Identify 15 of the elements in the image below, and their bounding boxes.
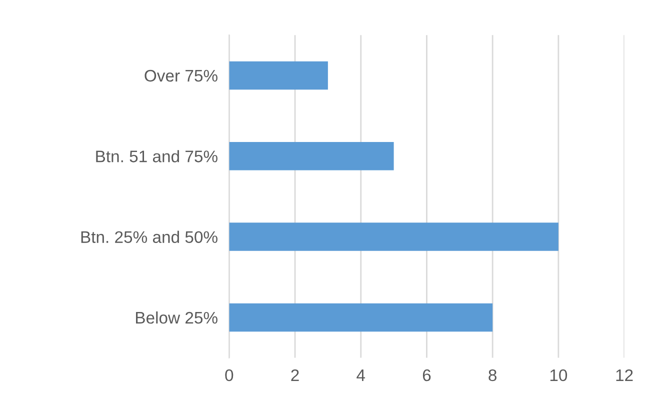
x-tick-label: 4	[356, 370, 366, 381]
x-tick-label: 0	[225, 369, 234, 382]
y-tick-label: Below 25%	[136, 311, 218, 324]
y-tick-label: Btn. 25% and 50%	[81, 230, 218, 243]
bar	[229, 222, 558, 251]
x-tick-label: 8	[488, 369, 496, 382]
y-tick-label: Btn. 51 and 75%	[96, 150, 218, 162]
x-tick-label: 2	[291, 369, 299, 381]
x-tick-label: 6	[422, 369, 431, 382]
x-tick-label: 10	[550, 369, 568, 382]
bar	[229, 303, 493, 332]
bar	[229, 61, 328, 90]
x-tick-label: 12	[616, 369, 633, 381]
bar	[229, 142, 394, 170]
y-tick-label: Over 75%	[144, 70, 218, 82]
